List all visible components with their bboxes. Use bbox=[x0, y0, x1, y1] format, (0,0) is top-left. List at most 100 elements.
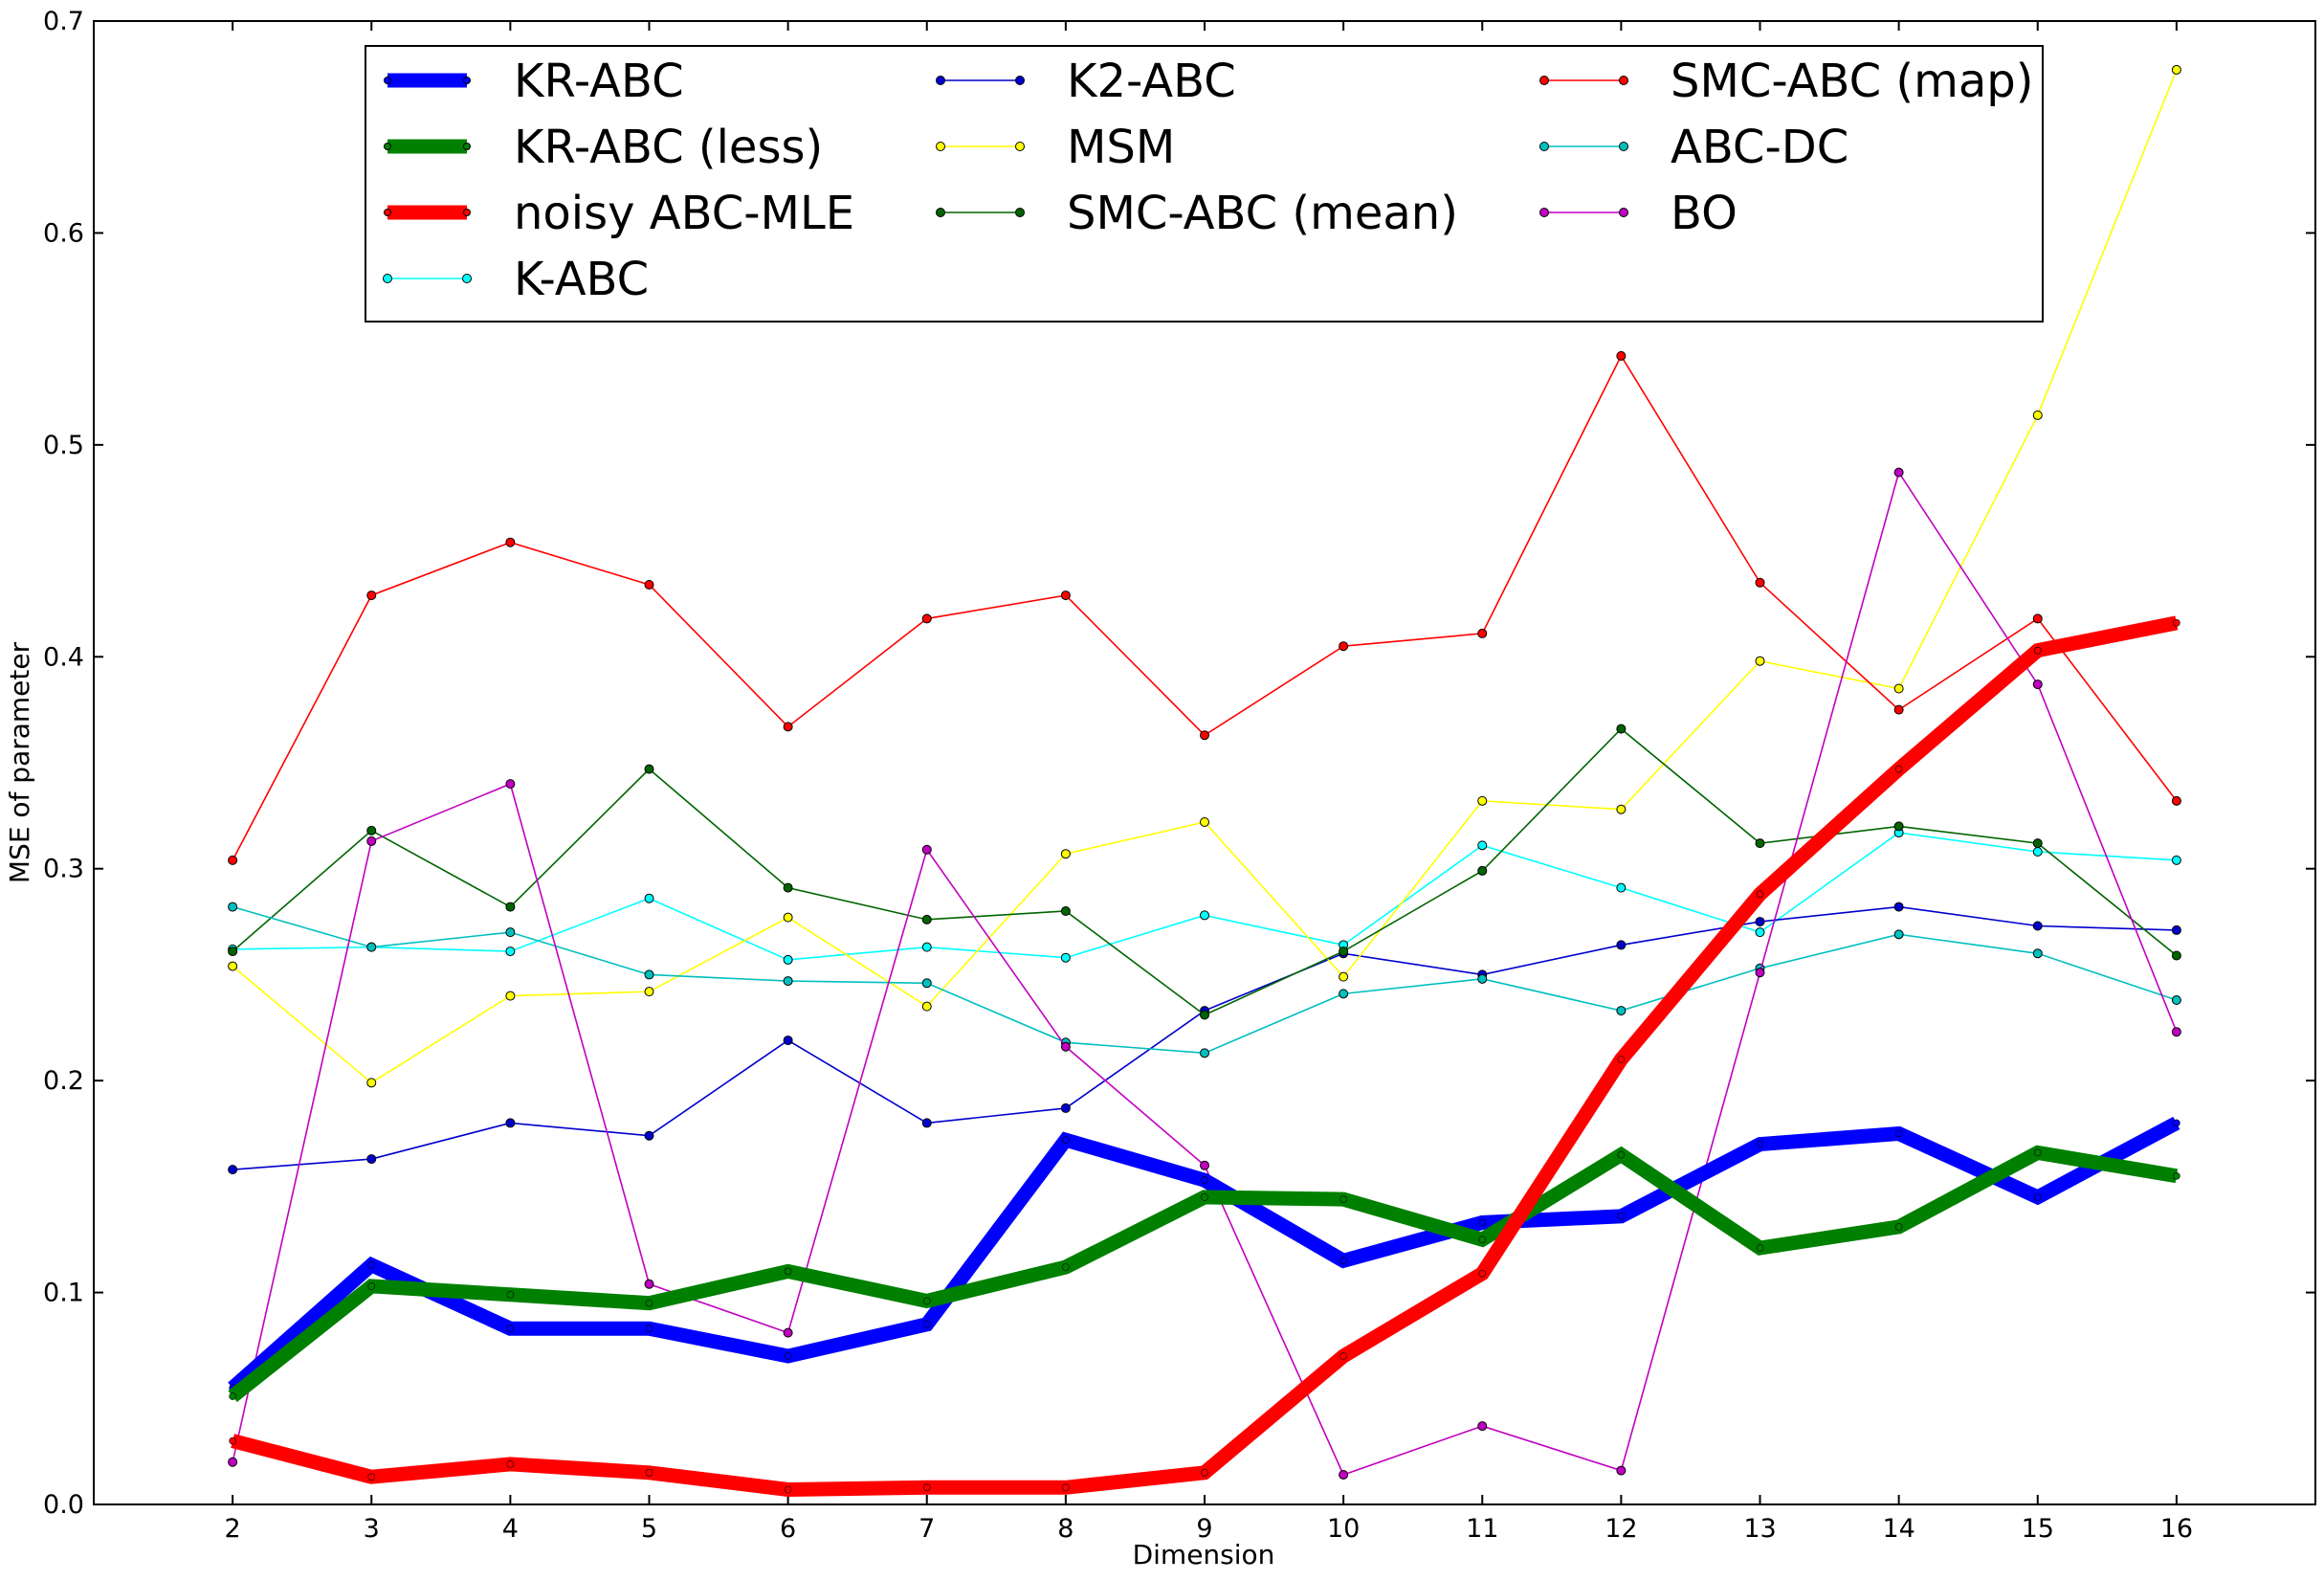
x-tick-label: 14 bbox=[1882, 1514, 1915, 1544]
data-point-kr-abc bbox=[645, 1325, 653, 1333]
legend-marker bbox=[384, 209, 391, 216]
data-point-noisy-abc-mle bbox=[1062, 1483, 1070, 1492]
x-tick-label: 5 bbox=[641, 1514, 657, 1544]
data-point-kr-abc-less bbox=[1062, 1263, 1070, 1271]
data-point-noisy-abc-mle bbox=[645, 1468, 653, 1477]
data-point-smc-abc-map bbox=[505, 537, 516, 547]
data-point-abc-dc bbox=[228, 902, 238, 912]
data-point-kr-abc bbox=[1339, 1257, 1347, 1265]
data-point-k2-abc bbox=[1893, 902, 1904, 912]
y-tick-label: 0.7 bbox=[43, 7, 84, 36]
series-k-abc bbox=[228, 828, 2181, 965]
data-point-k-abc bbox=[2171, 855, 2181, 865]
data-point-bo bbox=[505, 779, 516, 790]
data-point-smc-abc-map bbox=[783, 722, 793, 732]
data-point-bo bbox=[921, 844, 932, 855]
data-point-kr-abc-less bbox=[1617, 1150, 1626, 1159]
y-tick-label: 0.4 bbox=[43, 642, 84, 672]
data-point-abc-dc bbox=[1477, 973, 1488, 984]
data-point-bo bbox=[228, 1457, 238, 1467]
data-point-kr-abc-less bbox=[229, 1392, 236, 1400]
y-tick-label: 0.6 bbox=[43, 218, 84, 248]
series-smc-abc-mean bbox=[228, 724, 2181, 1020]
legend-marker bbox=[1539, 76, 1549, 85]
data-point-smc-abc-mean bbox=[1200, 1010, 1209, 1020]
data-point-msm bbox=[921, 1001, 932, 1012]
data-point-smc-abc-mean bbox=[1477, 865, 1488, 876]
y-tick-label: 0.0 bbox=[43, 1490, 84, 1520]
data-point-k-abc bbox=[1616, 882, 1627, 893]
data-point-smc-abc-map bbox=[228, 855, 238, 865]
data-point-kr-abc bbox=[1756, 1140, 1764, 1148]
data-point-noisy-abc-mle bbox=[229, 1436, 236, 1445]
legend-item-kr-abc-less: KR-ABC (less) bbox=[384, 121, 823, 174]
legend-marker bbox=[462, 274, 472, 283]
data-point-noisy-abc-mle bbox=[1756, 890, 1764, 899]
legend-marker bbox=[1619, 76, 1628, 85]
data-point-kr-abc bbox=[2173, 1119, 2180, 1127]
data-point-abc-dc bbox=[505, 927, 516, 938]
data-point-bo bbox=[2171, 1027, 2181, 1037]
data-point-k2-abc bbox=[921, 1118, 932, 1128]
data-point-msm bbox=[2032, 410, 2043, 420]
legend-marker bbox=[1015, 208, 1025, 217]
data-point-k-abc bbox=[505, 946, 516, 957]
data-point-k2-abc bbox=[366, 1154, 377, 1165]
series-abc-dc bbox=[228, 902, 2181, 1058]
data-point-abc-dc bbox=[2171, 995, 2181, 1005]
x-tick-label: 16 bbox=[2160, 1514, 2193, 1544]
data-point-msm bbox=[366, 1078, 377, 1088]
data-point-bo bbox=[366, 835, 377, 846]
x-tick-label: 11 bbox=[1466, 1514, 1498, 1544]
data-point-smc-abc-map bbox=[644, 580, 654, 590]
data-point-msm bbox=[1893, 683, 1904, 694]
data-point-k-abc bbox=[783, 954, 793, 965]
data-point-noisy-abc-mle bbox=[367, 1473, 376, 1481]
data-point-kr-abc bbox=[922, 1320, 931, 1328]
data-point-msm bbox=[1200, 817, 1209, 827]
data-point-abc-dc bbox=[1339, 989, 1349, 999]
data-point-k-abc bbox=[1060, 952, 1071, 963]
x-tick-label: 2 bbox=[225, 1514, 241, 1544]
series-bo bbox=[228, 467, 2181, 1480]
legend-marker bbox=[383, 274, 392, 283]
y-axis-title: MSE of parameter bbox=[4, 641, 35, 883]
data-point-smc-abc-mean bbox=[1616, 724, 1627, 734]
data-point-k-abc bbox=[1755, 927, 1765, 938]
legend-marker bbox=[384, 77, 391, 84]
data-point-bo bbox=[1200, 1160, 1209, 1170]
data-point-msm bbox=[1339, 971, 1349, 982]
data-point-msm bbox=[1616, 804, 1627, 814]
x-tick-label: 7 bbox=[919, 1514, 935, 1544]
data-point-kr-abc bbox=[506, 1325, 515, 1333]
data-point-noisy-abc-mle bbox=[1617, 1056, 1626, 1063]
data-point-noisy-abc-mle bbox=[506, 1460, 515, 1468]
x-tick-label: 12 bbox=[1605, 1514, 1637, 1544]
data-point-kr-abc bbox=[1201, 1176, 1208, 1185]
data-point-noisy-abc-mle bbox=[922, 1483, 931, 1492]
data-point-kr-abc-less bbox=[2033, 1148, 2042, 1157]
data-point-msm bbox=[644, 987, 654, 997]
data-point-noisy-abc-mle bbox=[1339, 1352, 1347, 1360]
data-point-kr-abc bbox=[1894, 1129, 1903, 1138]
data-point-smc-abc-mean bbox=[783, 882, 793, 893]
legend-item-smc-abc-mean: SMC-ABC (mean) bbox=[936, 187, 1458, 240]
legend-item-kr-abc: KR-ABC bbox=[384, 55, 684, 108]
data-point-k2-abc bbox=[2171, 924, 2181, 935]
legend-box bbox=[365, 45, 2044, 323]
data-point-msm bbox=[783, 912, 793, 923]
legend-label: SMC-ABC (map) bbox=[1671, 55, 2033, 108]
data-point-smc-abc-map bbox=[1616, 350, 1627, 361]
x-tick-label: 13 bbox=[1743, 1514, 1776, 1544]
data-point-smc-abc-map bbox=[1755, 577, 1765, 588]
data-point-abc-dc bbox=[1200, 1048, 1209, 1058]
data-point-smc-abc-mean bbox=[921, 914, 932, 924]
legend-label: BO bbox=[1671, 187, 1737, 240]
data-point-kr-abc bbox=[2033, 1193, 2042, 1201]
data-point-smc-abc-map bbox=[1893, 704, 1904, 715]
legend-item-msm: MSM bbox=[936, 121, 1175, 174]
x-axis-title: Dimension bbox=[1133, 1539, 1275, 1570]
legend-label: MSM bbox=[1067, 121, 1175, 174]
data-point-kr-abc bbox=[784, 1352, 792, 1360]
